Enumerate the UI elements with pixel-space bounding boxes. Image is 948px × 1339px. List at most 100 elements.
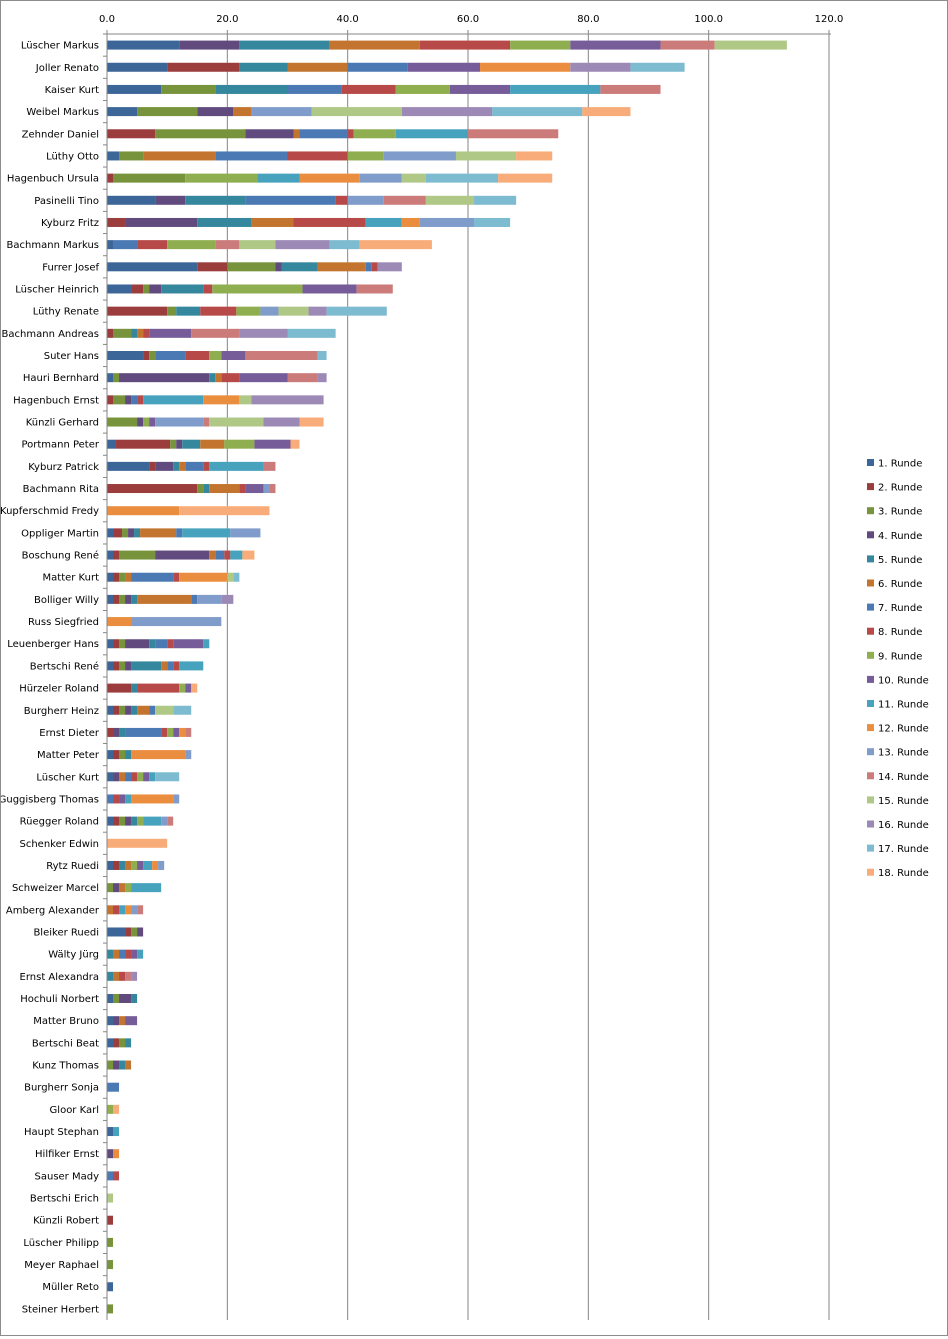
bar-segment xyxy=(179,683,186,693)
bar-segment xyxy=(254,439,291,449)
bar-segment xyxy=(125,949,132,959)
y-axis-labels: Lüscher Markus Joller Renato Kaiser Kurt We… xyxy=(0,41,100,1316)
bar-segment xyxy=(134,528,141,538)
legend-label: 12. Runde xyxy=(878,724,929,735)
axes xyxy=(103,33,831,1320)
bar-segment xyxy=(131,750,186,760)
bar-segment xyxy=(107,772,114,782)
bar-segment xyxy=(113,639,120,649)
y-category-label: Matter Kurt xyxy=(43,573,100,584)
x-tick-label: 40.0 xyxy=(337,14,359,25)
bar-segment xyxy=(185,683,192,693)
bar-segment xyxy=(113,1171,120,1181)
y-category-label: Suter Hans xyxy=(44,351,99,362)
bar-segment xyxy=(149,461,156,471)
bar-segment xyxy=(125,661,132,671)
bar-segment xyxy=(173,461,180,471)
bar-segment xyxy=(113,750,120,760)
bar-segment xyxy=(173,572,180,582)
bar-segment xyxy=(239,373,288,383)
bar-segment xyxy=(125,816,132,826)
bar-segment xyxy=(197,107,234,117)
bar-segment xyxy=(179,40,240,50)
bar-segment xyxy=(125,750,132,760)
bar-segment xyxy=(131,927,138,937)
bar-segment xyxy=(209,484,240,494)
bar-segment xyxy=(119,151,144,161)
bar-segment xyxy=(176,306,201,316)
legend-label: 15. Runde xyxy=(878,796,929,807)
bar-segment xyxy=(155,351,186,360)
bar-segment xyxy=(119,373,210,383)
bar-segment xyxy=(308,306,327,316)
bar-segment xyxy=(570,62,631,72)
bar-segment xyxy=(125,572,132,582)
bar-segment xyxy=(185,750,192,760)
bar-segment xyxy=(600,84,661,94)
bar-segment xyxy=(302,284,357,294)
bar-segment xyxy=(152,860,159,870)
bar-segment xyxy=(131,705,138,715)
bar-segment xyxy=(419,217,475,227)
bar-segment xyxy=(215,84,288,94)
bar-segment xyxy=(131,683,138,693)
bar-segment xyxy=(245,484,264,494)
bar-segment xyxy=(263,461,276,471)
bar-segment xyxy=(107,1104,114,1114)
x-tick-label: 0.0 xyxy=(99,14,115,25)
bar-segment xyxy=(227,262,276,272)
y-category-label: Furrer Josef xyxy=(42,262,99,273)
bar-segment xyxy=(155,461,174,471)
bar-segment xyxy=(236,306,261,316)
bar-segment xyxy=(107,1260,114,1270)
bar-segment xyxy=(107,905,114,915)
y-category-label: Künzli Robert xyxy=(33,1216,99,1227)
bar-segment xyxy=(113,1149,120,1159)
bar-segment xyxy=(353,129,396,139)
bar-segment xyxy=(143,772,150,782)
bar-segment xyxy=(510,40,571,50)
bar-segment xyxy=(395,129,468,139)
bar-segment xyxy=(125,905,132,915)
y-category-label: Pasinelli Tino xyxy=(34,196,99,207)
bar-segment xyxy=(113,395,126,405)
bar-segment xyxy=(107,262,198,272)
bar-segment xyxy=(137,417,144,427)
bar-segment xyxy=(197,484,204,494)
y-category-label: Hagenbuch Ernst xyxy=(13,395,99,406)
bar-segment xyxy=(275,240,330,250)
bar-segment xyxy=(155,550,210,560)
bar-segment xyxy=(158,860,165,870)
bar-segment xyxy=(212,284,303,294)
bar-segment xyxy=(197,217,252,227)
bar-segment xyxy=(167,62,240,72)
bar-segment xyxy=(113,905,120,915)
bar-segment xyxy=(161,816,168,826)
bar-segment xyxy=(137,240,168,250)
bar-segment xyxy=(113,883,120,893)
bar-segment xyxy=(347,195,384,205)
bar-segment xyxy=(203,484,210,494)
bar-segment xyxy=(119,594,126,604)
bar-segment xyxy=(251,217,294,227)
legend-label: 13. Runde xyxy=(878,748,929,759)
bar-segment xyxy=(122,528,129,538)
x-tick-label: 120.0 xyxy=(815,14,844,25)
bar-segment xyxy=(131,284,144,294)
bar-segment xyxy=(137,683,180,693)
bar-segment xyxy=(107,484,198,494)
bar-segment xyxy=(113,1127,120,1137)
bar-segment xyxy=(149,772,156,782)
y-category-label: Rüegger Roland xyxy=(20,817,99,828)
bar-segment xyxy=(107,994,114,1003)
bar-segment xyxy=(173,727,180,737)
bar-segment xyxy=(197,594,222,604)
bar-segment xyxy=(107,750,114,760)
bar-segment xyxy=(480,62,571,72)
legend-swatch xyxy=(867,772,874,780)
bar-segment xyxy=(474,195,517,205)
bar-segment xyxy=(356,284,393,294)
bar-segment xyxy=(203,639,210,649)
bar-segment xyxy=(119,705,126,715)
